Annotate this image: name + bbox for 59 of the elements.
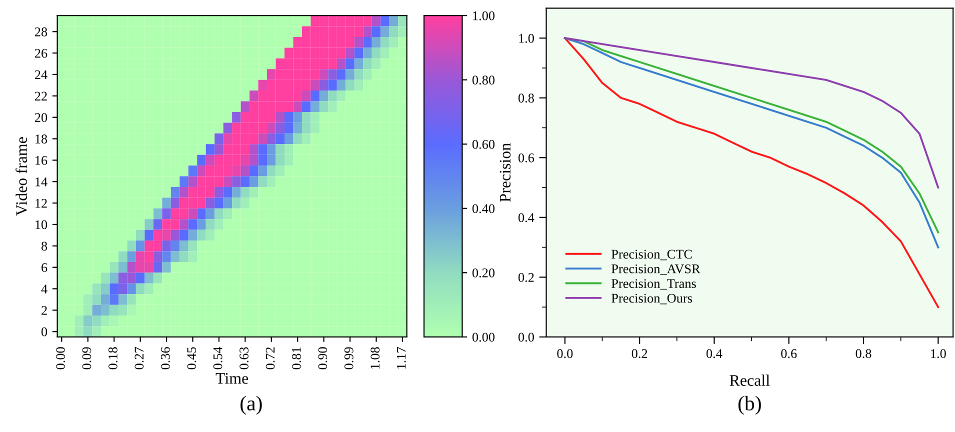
legend-label: Precision_AVSR [612, 264, 700, 275]
y-tick-label: 22 [34, 92, 47, 100]
y-axis-title: Precision [500, 143, 511, 202]
y-tick-label: 20 [34, 113, 48, 122]
x-tick-label: 0.45 [187, 347, 196, 370]
y-tick-label: 6 [42, 263, 48, 272]
color-bar-label: 1.00 [473, 11, 495, 20]
x-axis-title: Time [216, 373, 248, 384]
color-bar-label: 0.20 [472, 268, 495, 278]
x-tick-label: 0.09 [82, 347, 92, 370]
y-tick-label: 10 [36, 220, 48, 230]
x-tick-label: 0.99 [344, 347, 354, 370]
y-tick-label: 16 [36, 156, 48, 165]
x-tick-label: 0.54 [213, 346, 222, 370]
legend-label: Precision_Ours [612, 294, 692, 304]
y-tick-label: 0.8 [518, 94, 534, 103]
x-tick-label: 0.90 [318, 347, 328, 370]
x-tick-label: 0.81 [292, 347, 301, 370]
y-tick-label: 14 [36, 177, 48, 186]
x-tick-label: 0.72 [266, 347, 275, 370]
y-tick-label: 2 [42, 306, 47, 315]
x-tick-label: 1.08 [370, 347, 380, 369]
y-tick-label: 8 [41, 242, 48, 251]
x-tick-label: 1.0 [931, 349, 946, 358]
x-tick-label: 0.63 [240, 347, 249, 370]
y-tick-label: 0.0 [518, 332, 534, 342]
line-series [564, 37, 940, 188]
y-tick-label: 0 [41, 327, 48, 336]
y-axis-title: Video frame [16, 137, 28, 216]
x-tick-label: 0.4 [706, 349, 722, 358]
y-tick-label: 4 [41, 284, 48, 294]
color-bar-label: 0.60 [472, 140, 495, 149]
x-tick-label: 0.0 [557, 349, 573, 358]
color-bar-label: 0.40 [472, 204, 495, 214]
x-tick-label: 0.18 [108, 347, 118, 370]
y-tick-label: 0.4 [518, 213, 534, 222]
line-series [564, 37, 940, 308]
y-tick-label: 0.2 [518, 272, 534, 282]
y-tick-label: 18 [36, 134, 48, 144]
x-tick-label: 0.6 [781, 349, 797, 358]
y-tick-label: 1.0 [519, 34, 534, 43]
x-tick-label: 1.17 [396, 347, 406, 369]
y-tick-label: 28 [34, 27, 48, 36]
x-tick-label: 0.2 [632, 349, 648, 358]
x-axis-title: Recall [730, 374, 770, 386]
y-tick-label: 0.6 [518, 153, 534, 162]
text: (b) [738, 396, 761, 415]
x-tick-label: 0.00 [56, 347, 66, 370]
x-tick-label: 0.8 [856, 349, 872, 358]
x-tick-label: 0.27 [134, 347, 144, 370]
y-tick-label: 12 [36, 198, 47, 208]
color-bar-label: 0.00 [472, 332, 495, 342]
y-tick-label: 24 [34, 70, 48, 80]
color-bar-label: 0.80 [472, 76, 495, 85]
x-tick-label: 0.36 [160, 347, 170, 370]
legend-label: Precision_Trans [612, 279, 696, 290]
legend-label: Precision_CTC [612, 250, 692, 260]
text: (a) [240, 396, 262, 415]
y-tick-label: 26 [34, 48, 48, 58]
